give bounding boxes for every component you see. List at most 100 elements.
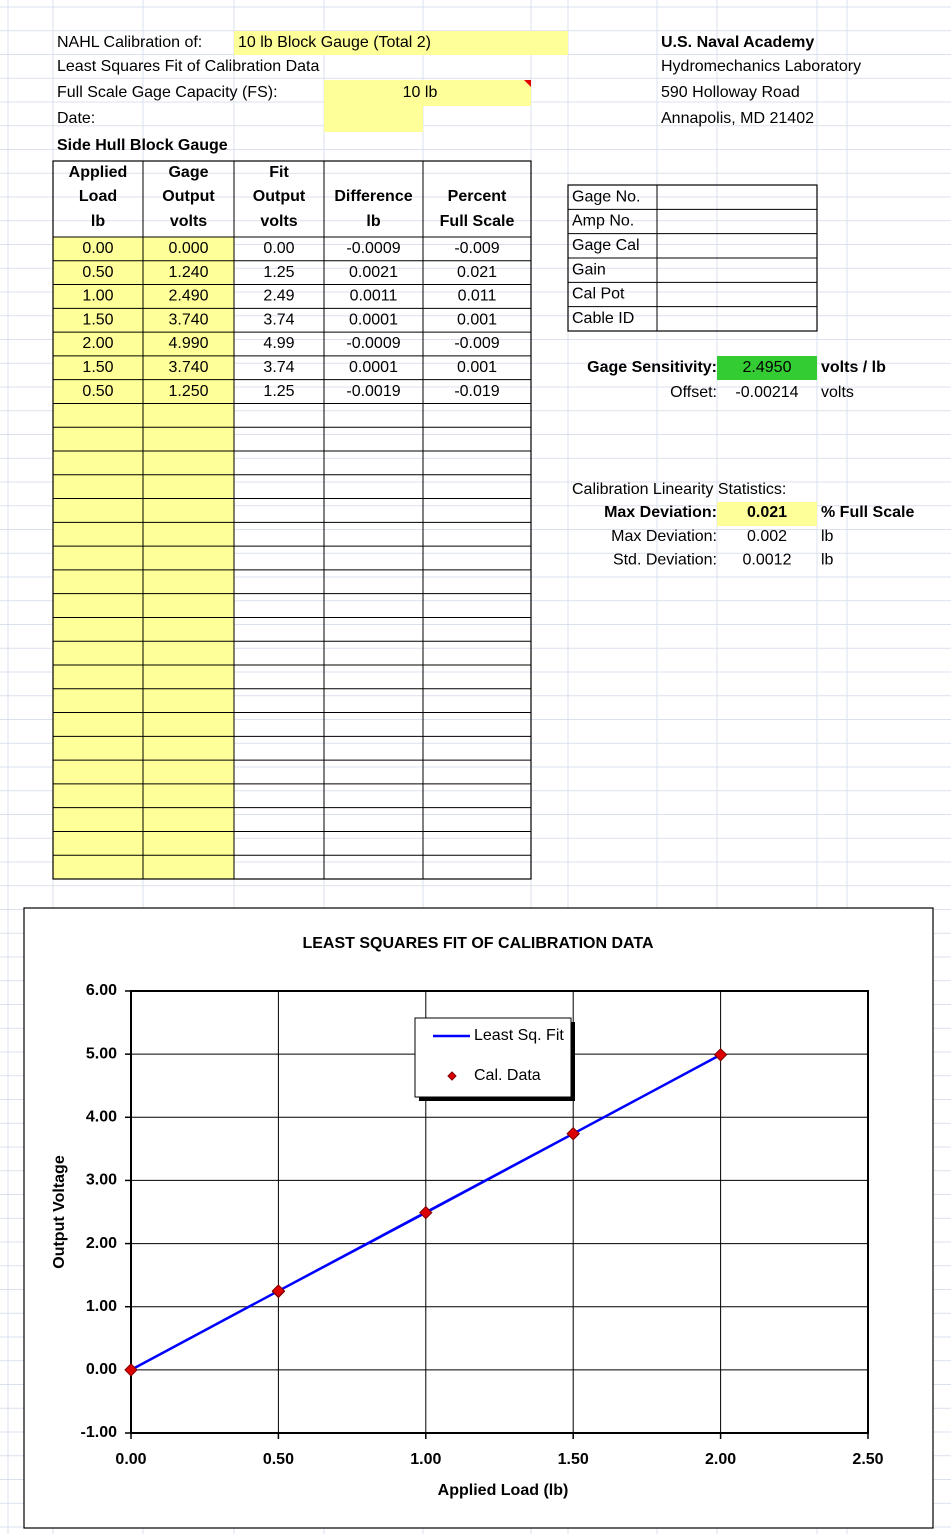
data-point — [124, 1363, 138, 1377]
x-tick-label: 2.50 — [852, 1451, 883, 1468]
column-header: Full Scale — [440, 213, 515, 230]
label: NAHL Calibration of: — [57, 34, 202, 51]
unit: volts — [821, 384, 854, 401]
table-cell: -0.0009 — [346, 240, 400, 257]
input-cell — [324, 106, 423, 132]
info-label: Gage Cal — [572, 237, 640, 254]
stat-label: Max Deviation: — [611, 528, 717, 545]
institution-line: Annapolis, MD 21402 — [661, 110, 814, 127]
column-header: Gage — [168, 164, 208, 181]
value: 2.4950 — [743, 359, 792, 376]
table-cell: -0.019 — [454, 383, 499, 400]
table-cell: 0.0011 — [350, 288, 398, 305]
y-axis-label: Output Voltage — [51, 1155, 68, 1269]
y-tick-label: -1.00 — [81, 1424, 118, 1441]
table-cell: 0.0001 — [349, 311, 398, 328]
table-cell: 4.990 — [168, 335, 208, 352]
table-cell: 1.50 — [82, 311, 113, 328]
label: Side Hull Block Gauge — [57, 137, 228, 154]
y-tick-label: 2.00 — [86, 1235, 117, 1252]
info-label: Cal Pot — [572, 286, 625, 303]
x-tick-label: 0.00 — [115, 1451, 146, 1468]
y-tick-label: 3.00 — [86, 1172, 117, 1189]
label: Offset: — [670, 384, 717, 401]
y-tick-label: 1.00 — [86, 1298, 117, 1315]
table-cell: 0.0021 — [349, 264, 398, 281]
result-cell — [717, 502, 817, 526]
value: 10 lb Block Gauge (Total 2) — [238, 34, 431, 51]
x-tick-label: 1.50 — [558, 1451, 589, 1468]
table-cell: 2.49 — [263, 288, 294, 305]
institution-line: U.S. Naval Academy — [661, 34, 814, 51]
table-cell: -0.009 — [454, 240, 499, 257]
column-header: Difference — [334, 188, 412, 205]
column-header: volts — [170, 213, 207, 230]
label: Least Squares Fit of Calibration Data — [57, 58, 319, 75]
y-tick-label: 0.00 — [86, 1361, 117, 1378]
stat-unit: lb — [821, 528, 834, 545]
table-cell: 0.001 — [457, 359, 497, 376]
table-cell: 1.240 — [168, 264, 208, 281]
input-cell — [234, 31, 568, 55]
table-cell: 0.00 — [82, 240, 113, 257]
column-header: lb — [91, 213, 105, 230]
value: 10 lb — [403, 84, 438, 101]
table-cell: 3.740 — [168, 311, 208, 328]
x-tick-label: 1.00 — [410, 1451, 441, 1468]
column-header: Applied — [69, 164, 128, 181]
x-axis-label: Applied Load (lb) — [438, 1482, 569, 1499]
column-header: Output — [162, 188, 215, 205]
chart-title: LEAST SQUARES FIT OF CALIBRATION DATA — [302, 935, 654, 952]
comment-indicator — [524, 80, 531, 87]
data-point — [271, 1284, 286, 1298]
table-cell: -0.009 — [454, 335, 499, 352]
input-cell — [324, 80, 531, 106]
table-cell: 4.99 — [263, 335, 294, 352]
table-cell: 2.490 — [168, 288, 208, 305]
column-header: volts — [260, 213, 297, 230]
table-cell: -0.0009 — [346, 335, 400, 352]
label: Date: — [57, 110, 95, 127]
table-cell: 2.00 — [82, 335, 113, 352]
plot-border — [130, 990, 869, 1434]
table-cell: 0.000 — [168, 240, 208, 257]
data-point — [713, 1048, 728, 1062]
table-cell: 1.50 — [82, 359, 113, 376]
table-cell: 0.011 — [458, 288, 497, 305]
result-cell — [717, 356, 817, 380]
table-cell: 0.00 — [263, 240, 294, 257]
column-header: Fit — [269, 164, 289, 181]
legend-swatch — [447, 1071, 457, 1081]
stat-value: 0.021 — [747, 504, 787, 521]
column-header: lb — [366, 213, 380, 230]
stat-label: Std. Deviation: — [613, 551, 717, 568]
info-label: Gage No. — [572, 188, 640, 205]
column-header: Output — [253, 188, 306, 205]
unit: volts / lb — [821, 359, 886, 376]
table-cell: 3.74 — [263, 311, 294, 328]
data-point — [566, 1126, 580, 1141]
column-header: Percent — [448, 188, 507, 205]
table-cell: 0.0001 — [349, 359, 398, 376]
table-cell: -0.0019 — [346, 383, 400, 400]
table-cell: 1.25 — [263, 383, 294, 400]
table-cell: 3.74 — [263, 359, 294, 376]
legend-label: Least Sq. Fit — [474, 1027, 564, 1044]
stat-value: 0.0012 — [743, 551, 792, 568]
info-label: Gain — [572, 261, 606, 278]
stat-unit: % Full Scale — [821, 504, 914, 521]
table-cell: 1.00 — [82, 288, 113, 305]
label: Full Scale Gage Capacity (FS): — [57, 84, 278, 101]
table-cell: 1.25 — [263, 264, 294, 281]
institution-line: Hydromechanics Laboratory — [661, 58, 861, 75]
x-tick-label: 2.00 — [705, 1451, 736, 1468]
column-header: Load — [79, 188, 117, 205]
legend — [414, 1017, 572, 1098]
info-label: Cable ID — [572, 310, 634, 327]
table-cell: 1.250 — [168, 383, 208, 400]
y-tick-label: 4.00 — [86, 1109, 117, 1126]
legend-label: Cal. Data — [474, 1067, 541, 1084]
info-label: Amp No. — [572, 213, 634, 230]
stat-unit: lb — [821, 551, 834, 568]
table-cell: 0.50 — [82, 383, 113, 400]
